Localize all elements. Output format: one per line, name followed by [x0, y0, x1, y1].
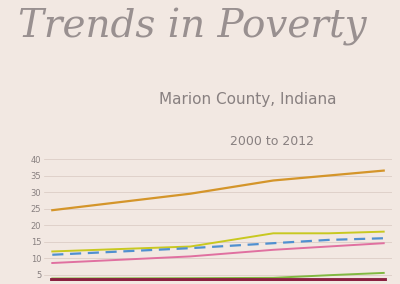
Text: 2000 to 2012: 2000 to 2012 — [230, 135, 314, 148]
Text: Marion County, Indiana: Marion County, Indiana — [159, 92, 337, 107]
Text: Trends in Poverty: Trends in Poverty — [18, 8, 366, 46]
